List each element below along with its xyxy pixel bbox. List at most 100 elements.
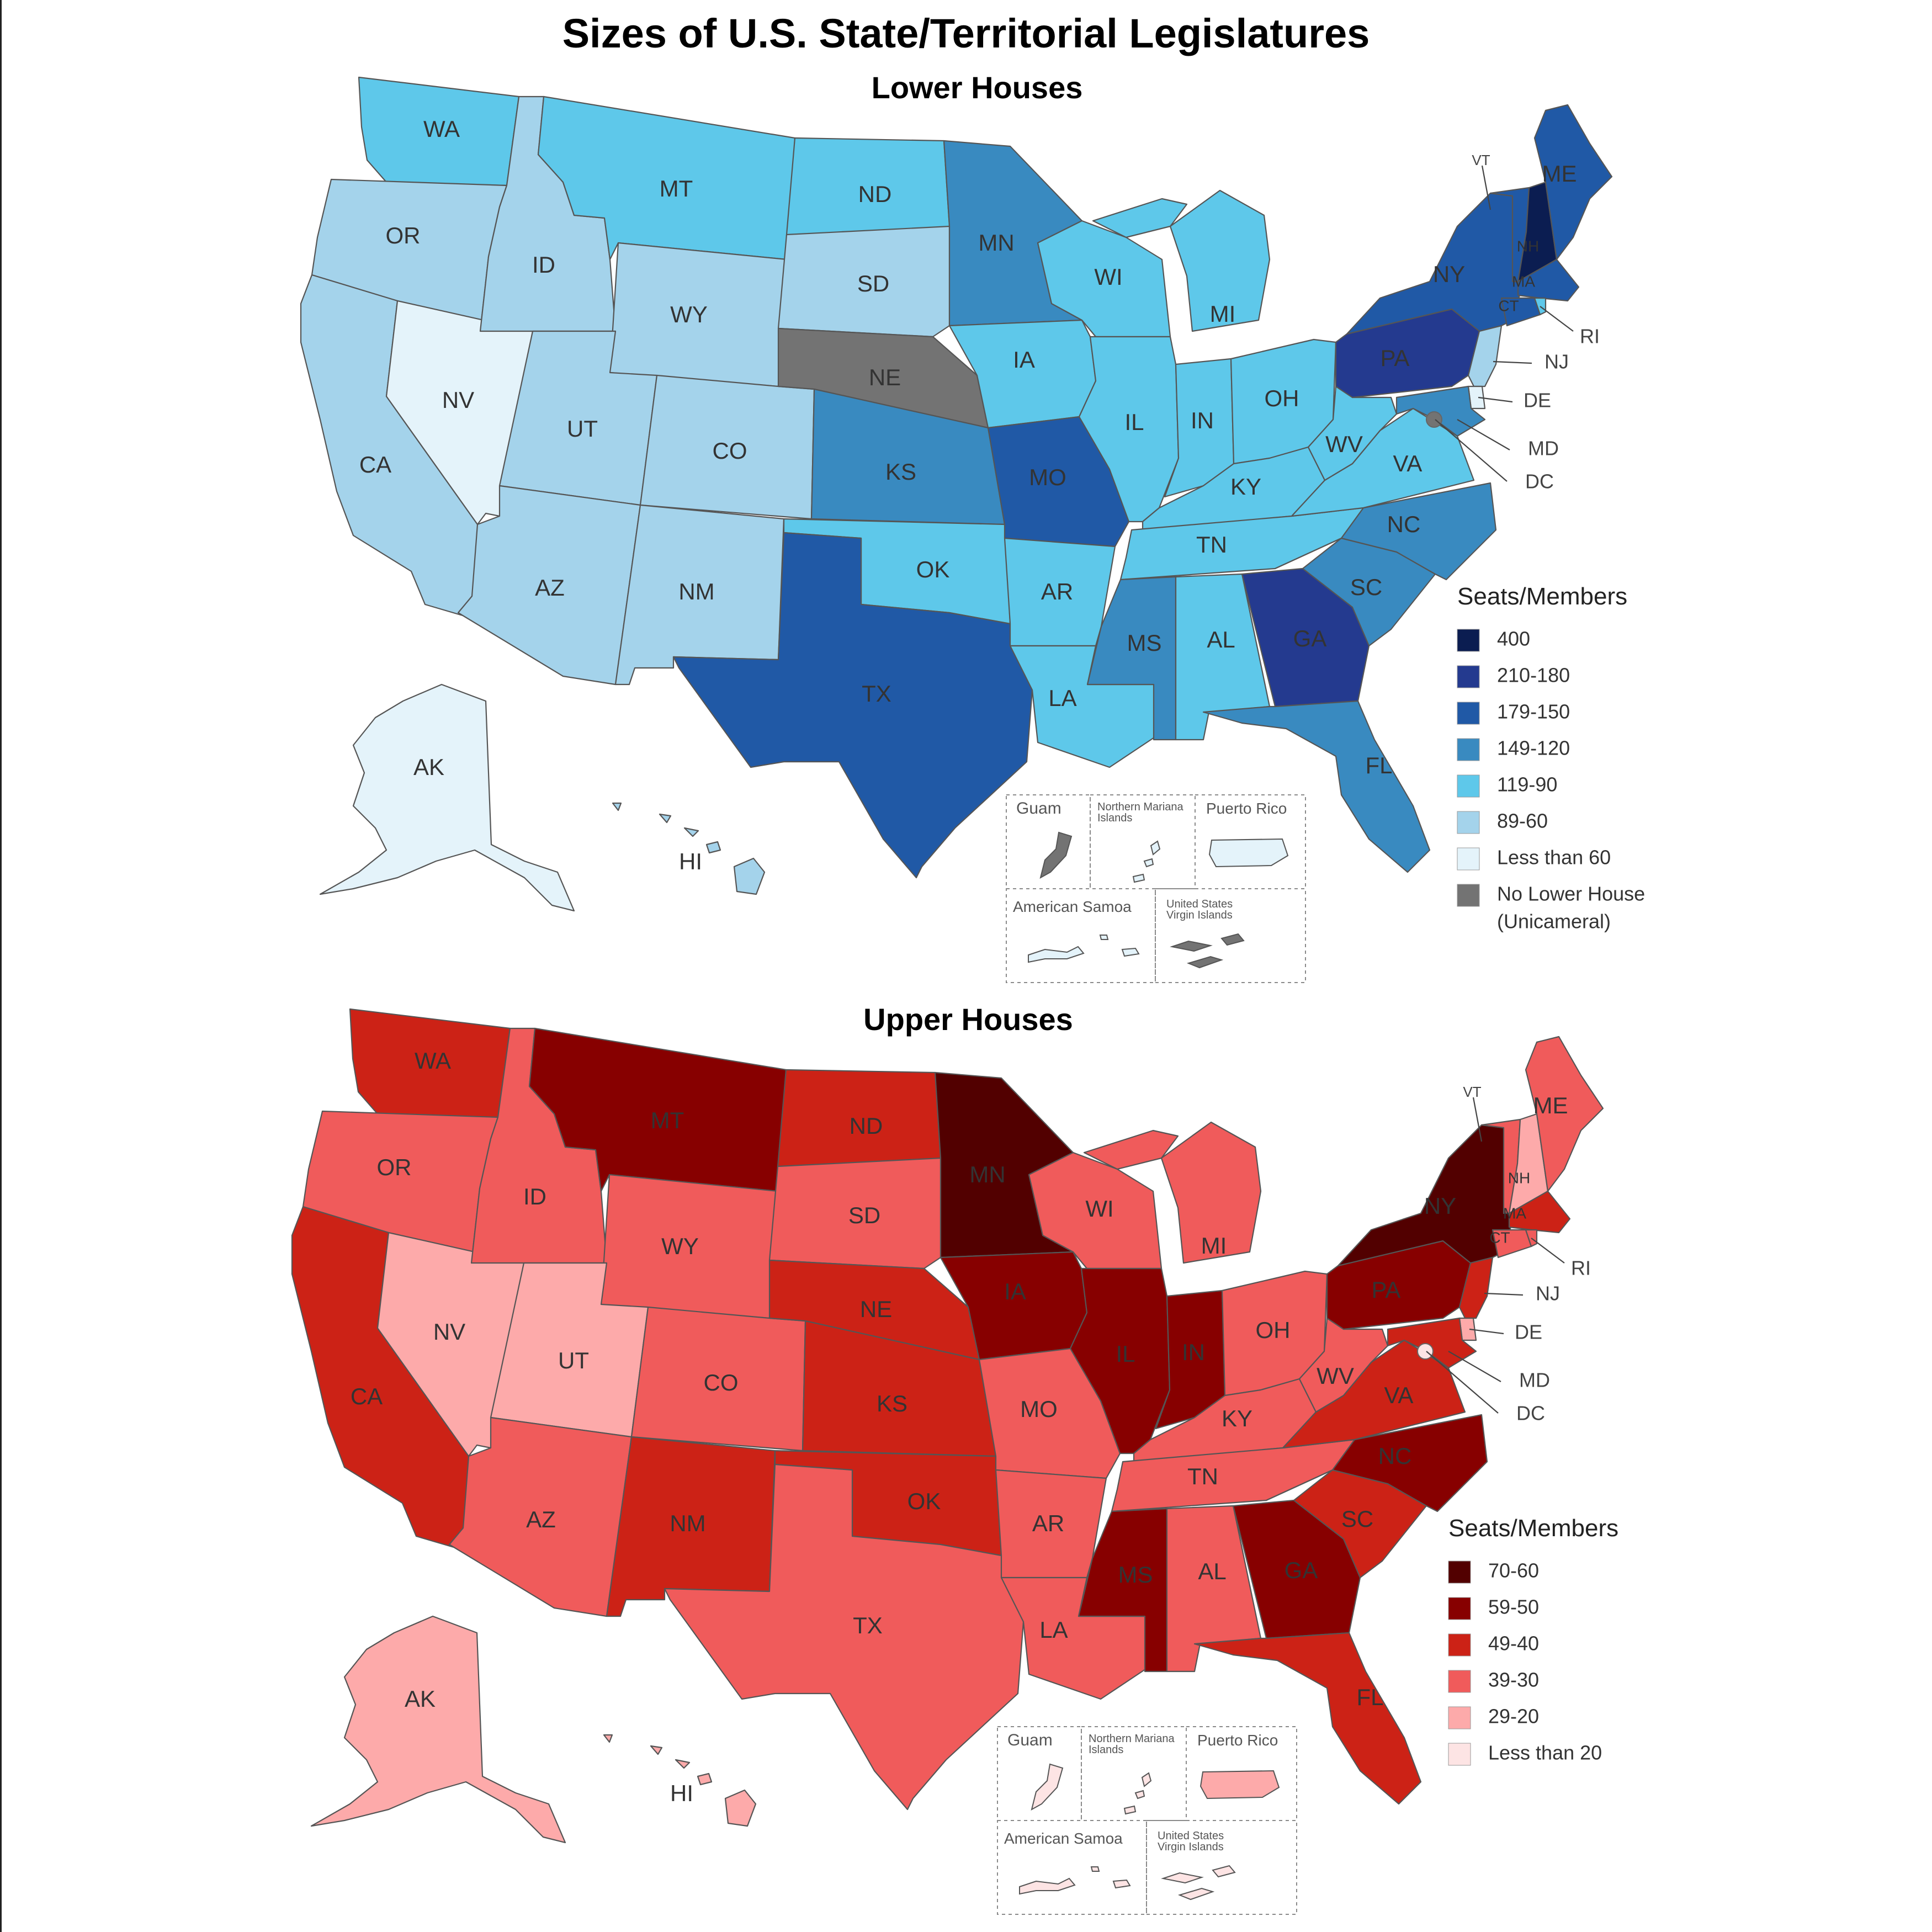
upper-label-tn: TN (1187, 1463, 1218, 1489)
upper-label-ia: IA (1004, 1278, 1026, 1304)
lower-state-ak (319, 683, 575, 912)
upper-label-wy: WY (661, 1233, 699, 1259)
upper-label-mn: MN (969, 1161, 1005, 1187)
lower-inset-name-0: Guam (1016, 799, 1061, 818)
lower-label-ma: MA (1512, 273, 1535, 290)
upper-legend-label-0: 70-60 (1488, 1559, 1539, 1582)
lower-legend-label-2: 179-150 (1497, 700, 1570, 723)
lower-nmi (1132, 840, 1161, 883)
upper-label-ky: KY (1222, 1405, 1252, 1431)
upper-label-ct: CT (1489, 1229, 1510, 1246)
lower-state-me (1533, 104, 1613, 261)
lower-legend-swatch-1 (1457, 665, 1480, 688)
upper-label-ut: UT (558, 1347, 589, 1373)
upper-puerto-rico (1199, 1770, 1280, 1800)
upper-legend-label-1: 59-50 (1488, 1596, 1539, 1618)
upper-label-nd: ND (850, 1113, 883, 1139)
lower-label-hi: HI (679, 848, 702, 874)
lower-label-wv: WV (1325, 431, 1363, 457)
upper-state-wv (1298, 1317, 1389, 1413)
lower-state-sd (777, 225, 951, 338)
lower-label-nh: NH (1517, 237, 1539, 254)
upper-label-ks: KS (877, 1390, 907, 1416)
lower-leader-md (1457, 419, 1510, 450)
lower-label-wi: WI (1094, 264, 1122, 290)
lower-legend-swatch-0 (1457, 629, 1480, 652)
upper-usvi (1161, 1865, 1236, 1901)
lower-label-sc: SC (1350, 574, 1382, 600)
lower-state-fl (1202, 700, 1431, 873)
upper-label-or: OR (377, 1154, 412, 1180)
upper-label-ne: NE (860, 1296, 892, 1322)
upper-inset-cell-3 (997, 1820, 1147, 1915)
upper-label-ny: NY (1424, 1193, 1456, 1219)
lower-legend-label-3: 149-120 (1497, 737, 1570, 760)
upper-state-md (1387, 1317, 1477, 1369)
upper-states (291, 1008, 1604, 1844)
upper-inset-name-6: Virgin Islands (1158, 1841, 1224, 1853)
lower-legend-label-7-b: (Unicameral) (1497, 910, 1611, 933)
lower-legend-title: Seats/Members (1457, 583, 1627, 610)
lower-american-samoa (1028, 935, 1140, 963)
lower-state-tx (672, 532, 1033, 879)
lower-inset-name-5: United States (1166, 898, 1233, 910)
lower-label-nj: NJ (1544, 351, 1569, 373)
page-title: Sizes of U.S. State/Territorial Legislat… (562, 10, 1370, 56)
upper-label-id: ID (523, 1183, 546, 1209)
lower-label-ks: KS (885, 459, 916, 485)
lower-label-mn: MN (978, 230, 1014, 256)
upper-label-wa: WA (415, 1048, 451, 1074)
lower-label-ia: IA (1013, 347, 1035, 373)
upper-label-mi: MI (1201, 1233, 1227, 1259)
lower-legend-swatch-4 (1457, 774, 1480, 798)
lower-leader-dc (1435, 419, 1508, 482)
upper-state-mi (1083, 1121, 1262, 1264)
lower-label-ct: CT (1498, 297, 1519, 314)
lower-usvi (1170, 933, 1245, 969)
upper-label-ar: AR (1032, 1510, 1064, 1536)
lower-legend-label-6: Less than 60 (1497, 846, 1611, 869)
upper-leader-ri (1531, 1238, 1565, 1264)
lower-label-mo: MO (1029, 464, 1066, 490)
lower-subtitle: Lower Houses (872, 70, 1083, 105)
upper-label-me: ME (1533, 1092, 1568, 1118)
upper-legend-swatch-4 (1448, 1706, 1471, 1729)
lower-state-mi (1092, 189, 1271, 332)
lower-label-nm: NM (678, 578, 714, 604)
upper-legend-swatch-3 (1448, 1670, 1471, 1693)
upper-state-hi (603, 1734, 757, 1827)
upper-label-ak: AK (405, 1686, 436, 1712)
lower-label-nv: NV (442, 387, 474, 413)
lower-leader-vt (1481, 165, 1492, 210)
lower-label-az: AZ (535, 575, 565, 601)
upper-leader-nj (1484, 1292, 1524, 1296)
upper-label-nh: NH (1508, 1169, 1530, 1186)
lower-legend-label-0: 400 (1497, 628, 1530, 650)
upper-label-fl: FL (1356, 1684, 1383, 1710)
lower-houses-map: WA OR CA NV ID MT WY UT CO AZ NM ND SD NE KS OK TX MN IA MO… (300, 70, 1645, 983)
lower-label-pa: PA (1381, 345, 1410, 371)
lower-label-mt: MT (660, 176, 693, 201)
lower-states (300, 76, 1613, 912)
lower-state-nj (1467, 325, 1503, 388)
left-edge-line (0, 0, 2, 1932)
lower-label-nc: NC (1387, 511, 1421, 537)
lower-label-ak: AK (413, 754, 444, 780)
lower-dc-dot (1426, 411, 1442, 428)
upper-label-hi: HI (670, 1780, 693, 1806)
lower-legend-swatch-6 (1457, 847, 1480, 871)
upper-label-ri: RI (1571, 1257, 1591, 1280)
upper-state-nc (1265, 1414, 1488, 1512)
upper-label-nj: NJ (1536, 1282, 1560, 1305)
upper-leader-dc (1426, 1351, 1499, 1414)
lower-puerto-rico (1208, 838, 1289, 868)
lower-legend: Seats/Members 400 210-180 179-150 149-120 119… (1457, 583, 1645, 933)
upper-inset-cell-4 (1146, 1820, 1297, 1915)
lower-inset-name-4: American Samoa (1013, 898, 1132, 915)
upper-label-pa: PA (1372, 1277, 1401, 1303)
lower-inset-name-1: Northern Mariana (1097, 801, 1184, 813)
upper-label-nm: NM (670, 1510, 705, 1536)
upper-guam (1031, 1763, 1064, 1811)
lower-inset-name-3: Puerto Rico (1206, 800, 1287, 817)
